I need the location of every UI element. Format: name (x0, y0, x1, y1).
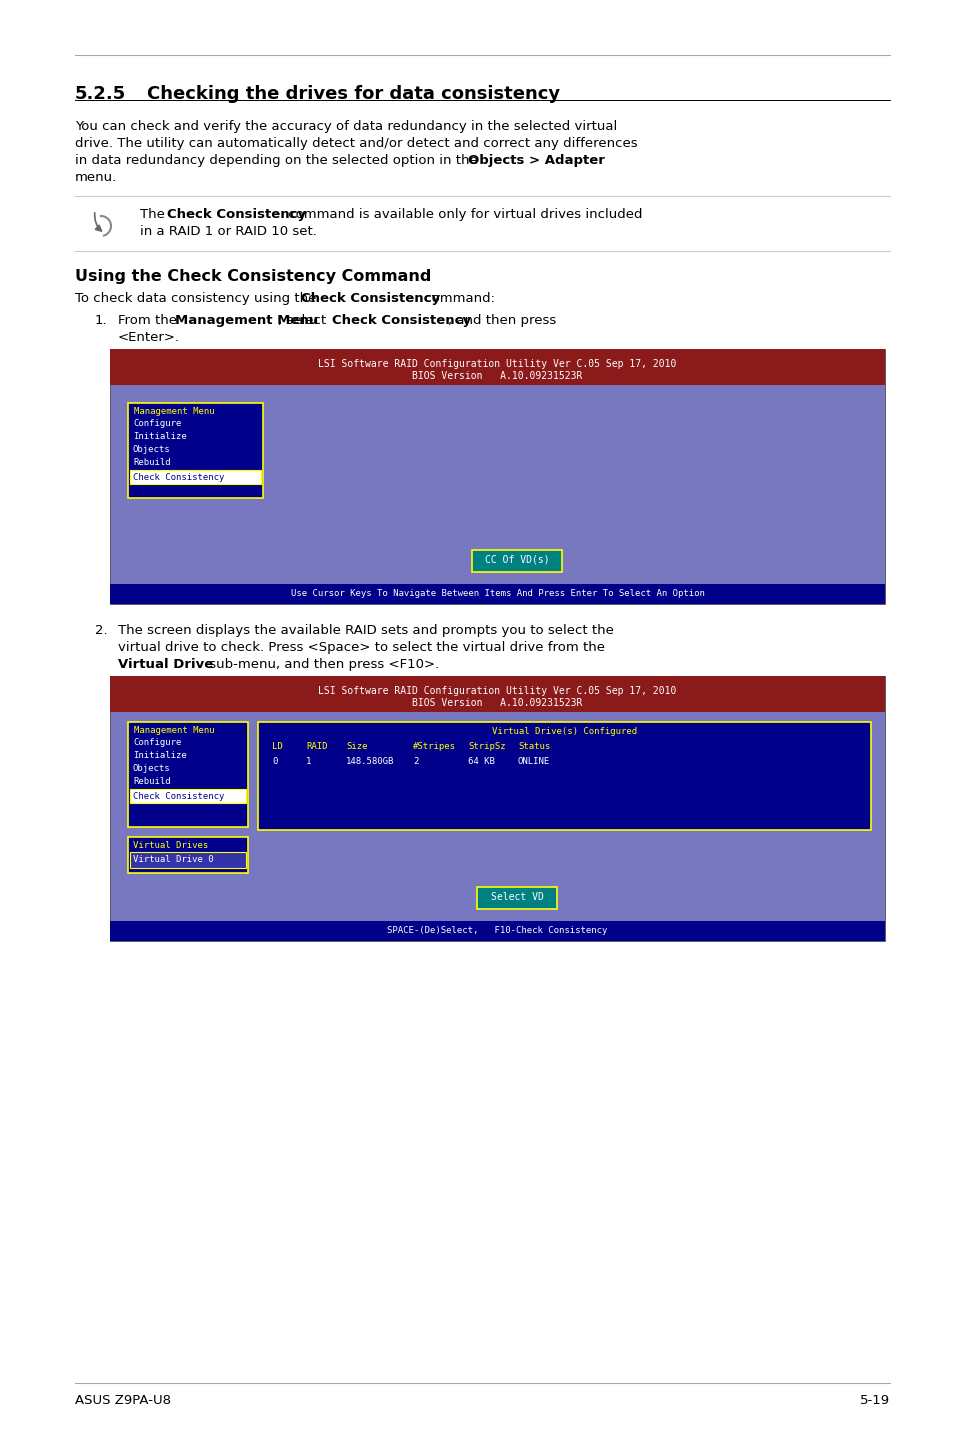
Text: sub-menu, and then press <F10>.: sub-menu, and then press <F10>. (205, 659, 438, 672)
Text: Management Menu: Management Menu (133, 407, 214, 416)
Bar (110, 920, 884, 940)
Text: StripSz: StripSz (468, 742, 505, 751)
Bar (257, 722, 870, 830)
Text: Rebuild: Rebuild (132, 457, 171, 467)
Text: 64 KB: 64 KB (468, 756, 495, 766)
Text: Initialize: Initialize (132, 431, 187, 441)
Text: command:: command: (419, 292, 495, 305)
Text: From the: From the (118, 313, 181, 326)
Text: To check data consistency using the: To check data consistency using the (75, 292, 320, 305)
Bar (110, 676, 884, 940)
Text: ASUS Z9PA-U8: ASUS Z9PA-U8 (75, 1393, 171, 1406)
Text: Check Consistency: Check Consistency (301, 292, 439, 305)
Text: Check Consistency: Check Consistency (332, 313, 471, 326)
Text: Management Menu: Management Menu (133, 726, 214, 735)
Text: Configure: Configure (132, 418, 181, 429)
Text: RAID: RAID (306, 742, 327, 751)
Text: Configure: Configure (132, 738, 181, 746)
Text: ONLINE: ONLINE (517, 756, 550, 766)
Text: LSI Software RAID Configuration Utility Ver C.05 Sep 17, 2010: LSI Software RAID Configuration Utility … (318, 360, 676, 370)
Text: 0: 0 (272, 756, 277, 766)
Text: 2.: 2. (95, 624, 108, 637)
Text: Rebuild: Rebuild (132, 777, 171, 787)
Text: <Enter>.: <Enter>. (118, 331, 180, 344)
Text: 1.: 1. (95, 313, 108, 326)
Text: The screen displays the available RAID sets and prompts you to select the: The screen displays the available RAID s… (118, 624, 613, 637)
Bar (128, 837, 248, 873)
Text: Objects: Objects (132, 444, 171, 454)
Text: Use Cursor Keys To Navigate Between Items And Press Enter To Select An Option: Use Cursor Keys To Navigate Between Item… (291, 590, 703, 598)
Text: LSI Software RAID Configuration Utility Ver C.05 Sep 17, 2010: LSI Software RAID Configuration Utility … (318, 686, 676, 696)
Text: LD: LD (272, 742, 282, 751)
Text: 5-19: 5-19 (859, 1393, 889, 1406)
Text: Select VD: Select VD (491, 892, 543, 902)
Text: Virtual Drive 0: Virtual Drive 0 (132, 856, 213, 864)
Text: command is available only for virtual drives included: command is available only for virtual dr… (284, 209, 641, 221)
Text: Size: Size (346, 742, 367, 751)
Text: drive. The utility can automatically detect and/or detect and correct any differ: drive. The utility can automatically det… (75, 137, 637, 150)
Text: Objects: Objects (132, 764, 171, 774)
Bar (110, 584, 884, 604)
Text: 148.580GB: 148.580GB (346, 756, 394, 766)
Bar (110, 676, 884, 712)
Text: 5.2.5: 5.2.5 (75, 85, 126, 104)
Text: 2: 2 (413, 756, 418, 766)
Bar (128, 403, 263, 498)
Text: Status: Status (517, 742, 550, 751)
Bar (130, 851, 246, 869)
Text: Check Consistency: Check Consistency (132, 792, 224, 801)
Text: Virtual Drives: Virtual Drives (132, 841, 208, 850)
Text: BIOS Version   A.10.09231523R: BIOS Version A.10.09231523R (412, 697, 582, 707)
Text: in data redundancy depending on the selected option in the: in data redundancy depending on the sele… (75, 154, 481, 167)
Bar (477, 887, 557, 909)
Bar (130, 470, 261, 485)
Text: 1: 1 (306, 756, 311, 766)
Text: menu.: menu. (75, 171, 117, 184)
Bar (130, 789, 246, 802)
Text: CC Of VD(s): CC Of VD(s) (485, 555, 549, 565)
Bar (110, 349, 884, 385)
Text: , select: , select (277, 313, 330, 326)
Text: Check Consistency: Check Consistency (132, 473, 224, 482)
Bar (110, 349, 884, 604)
Text: BIOS Version   A.10.09231523R: BIOS Version A.10.09231523R (412, 371, 582, 381)
Text: , and then press: , and then press (448, 313, 556, 326)
Text: You can check and verify the accuracy of data redundancy in the selected virtual: You can check and verify the accuracy of… (75, 119, 617, 132)
Text: Objects > Adapter: Objects > Adapter (468, 154, 604, 167)
Text: #Stripes: #Stripes (413, 742, 456, 751)
Text: Check Consistency: Check Consistency (167, 209, 306, 221)
Text: Initialize: Initialize (132, 751, 187, 761)
Text: The: The (140, 209, 169, 221)
Text: Checking the drives for data consistency: Checking the drives for data consistency (147, 85, 559, 104)
Text: Using the Check Consistency Command: Using the Check Consistency Command (75, 269, 431, 283)
Text: virtual drive to check. Press <Space> to select the virtual drive from the: virtual drive to check. Press <Space> to… (118, 641, 604, 654)
Text: Management Menu: Management Menu (174, 313, 318, 326)
Text: Virtual Drive(s) Configured: Virtual Drive(s) Configured (492, 728, 637, 736)
Bar (128, 722, 248, 827)
Text: SPACE-(De)Select,   F10-Check Consistency: SPACE-(De)Select, F10-Check Consistency (387, 926, 607, 935)
Bar (472, 549, 562, 572)
Text: Virtual Drive: Virtual Drive (118, 659, 213, 672)
Text: in a RAID 1 or RAID 10 set.: in a RAID 1 or RAID 10 set. (140, 224, 316, 239)
